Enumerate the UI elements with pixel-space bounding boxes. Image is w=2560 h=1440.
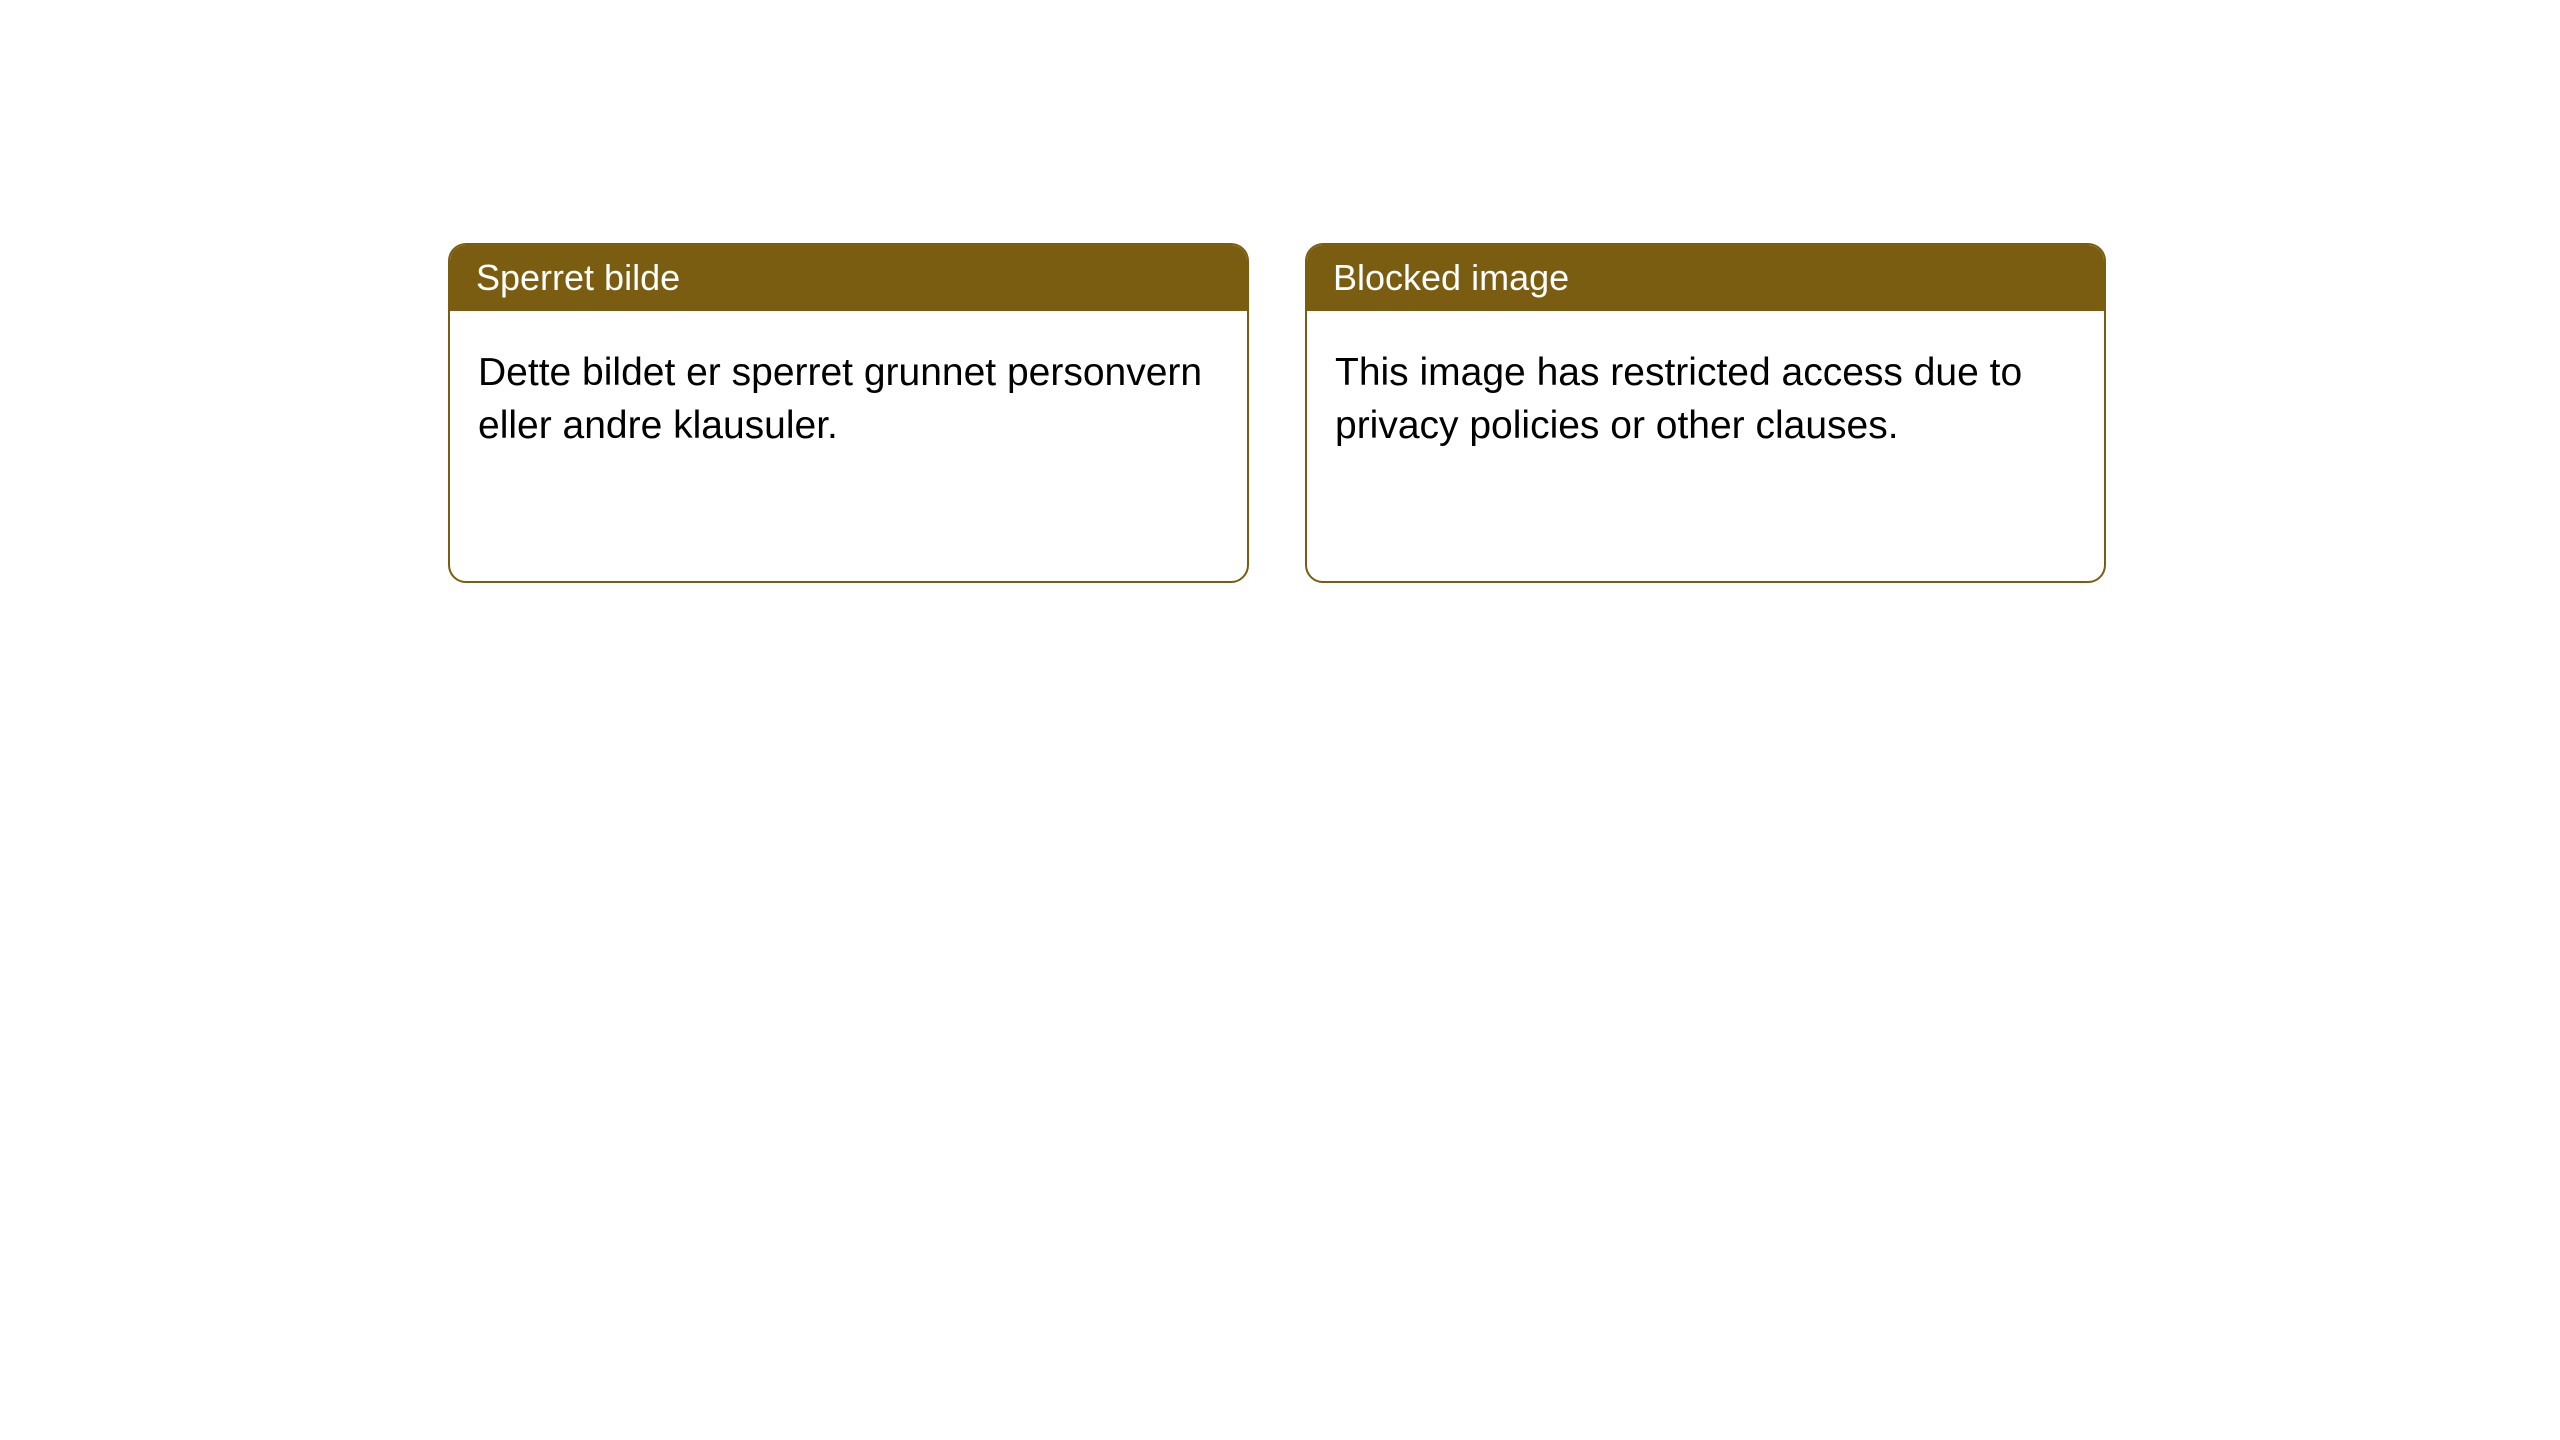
notice-container: Sperret bilde Dette bildet er sperret gr… bbox=[0, 0, 2560, 583]
notice-card-norwegian: Sperret bilde Dette bildet er sperret gr… bbox=[448, 243, 1249, 583]
notice-title: Sperret bilde bbox=[450, 245, 1247, 311]
notice-title: Blocked image bbox=[1307, 245, 2104, 311]
notice-body: This image has restricted access due to … bbox=[1307, 311, 2104, 581]
notice-card-english: Blocked image This image has restricted … bbox=[1305, 243, 2106, 583]
notice-body: Dette bildet er sperret grunnet personve… bbox=[450, 311, 1247, 581]
